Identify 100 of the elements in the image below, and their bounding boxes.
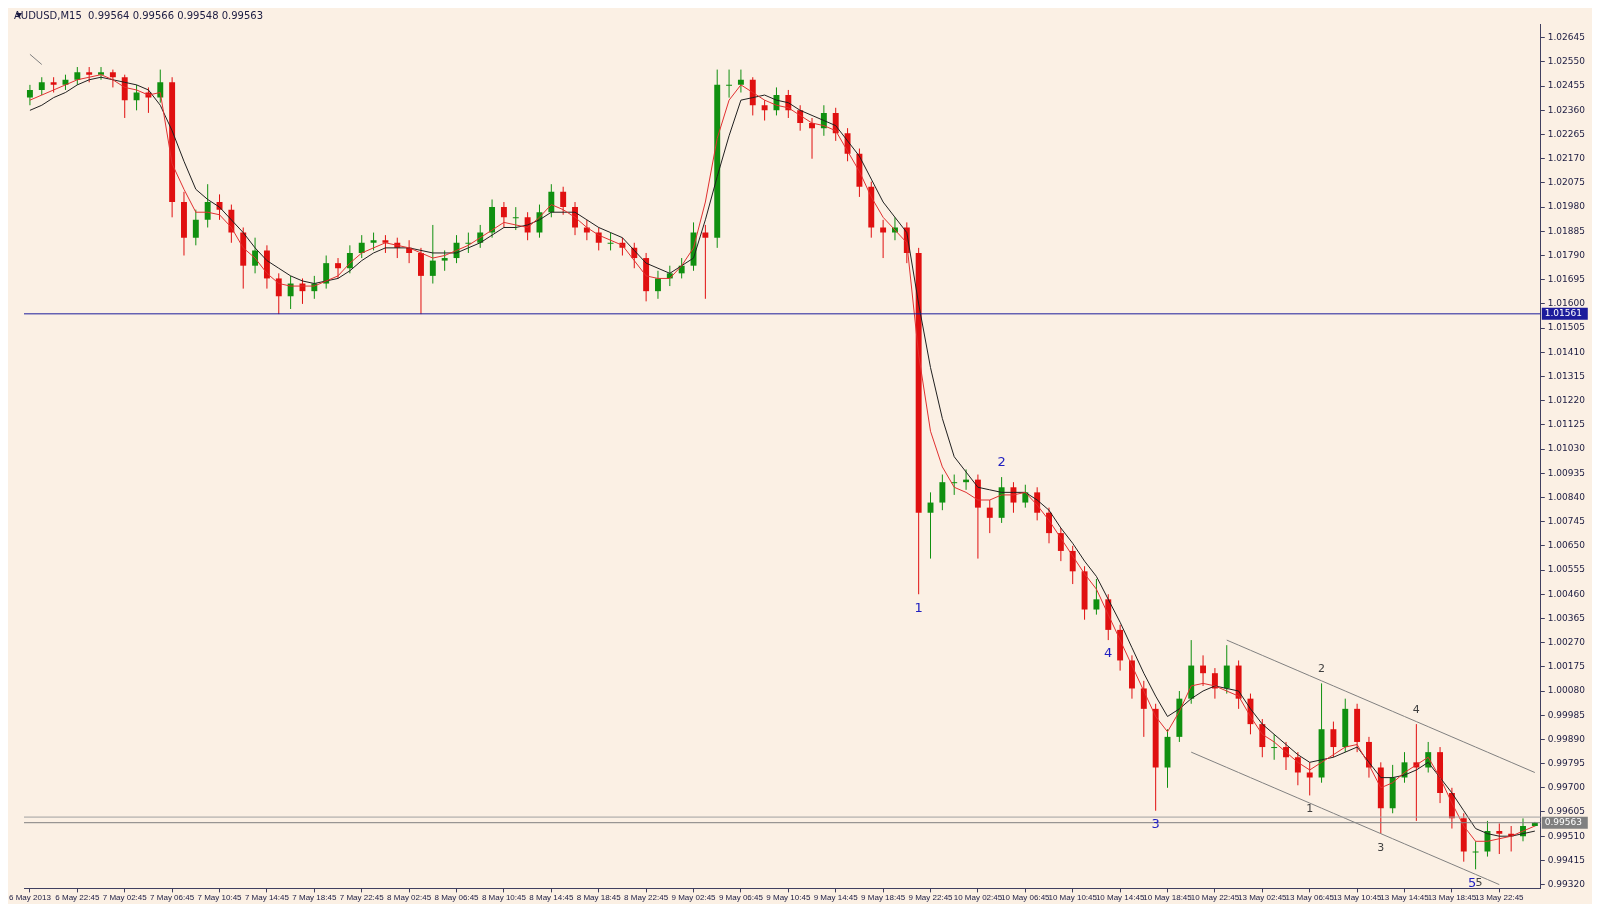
annotation: 5	[1475, 876, 1483, 890]
y-tick-label: 1.02550	[1547, 56, 1586, 67]
y-tick-label: 1.00365	[1547, 612, 1585, 623]
x-tick-label: 8 May 22:45	[624, 893, 669, 903]
y-tick-label: 1.00555	[1547, 564, 1585, 575]
y-tick-label: 0.99795	[1547, 757, 1585, 768]
candlestick	[655, 270, 661, 300]
y-tick-label: 0.99510	[1547, 830, 1586, 841]
annotation: 4	[1412, 702, 1420, 716]
y-tick-label: 1.00650	[1547, 540, 1586, 551]
x-tick-label: 7 May 06:45	[150, 893, 195, 903]
y-tick-label: 1.01505	[1547, 322, 1585, 333]
candlestick	[726, 69, 733, 99]
candlestick	[1057, 527, 1064, 562]
y-tick-label: 1.01125	[1547, 419, 1585, 430]
x-tick-label: 10 May 18:45	[1143, 893, 1193, 903]
candlestick	[1306, 761, 1313, 796]
annotation: 5	[1467, 874, 1477, 890]
y-tick-label: 1.02265	[1547, 128, 1585, 139]
y-tick-label: 0.99605	[1547, 806, 1585, 817]
annotation: 1	[1306, 802, 1314, 816]
y-tick-label: 1.01410	[1547, 346, 1586, 357]
x-tick-label: 13 May 06:45	[1285, 893, 1335, 903]
candlestick	[429, 224, 436, 285]
x-tick-label: 7 May 10:45	[197, 893, 243, 903]
y-tick-label: 1.01695	[1547, 274, 1585, 285]
annotation: 3	[1151, 816, 1160, 832]
x-tick-label: 8 May 10:45	[481, 893, 527, 903]
candlestick	[1496, 822, 1503, 855]
y-tick-label: 1.01315	[1547, 370, 1585, 381]
candlestick	[26, 84, 33, 106]
y-tick-label: 1.01030	[1547, 443, 1586, 454]
annotation: 2	[997, 454, 1006, 470]
x-tick-label: 9 May 06:45	[718, 893, 764, 903]
y-tick-label: 1.00460	[1547, 588, 1586, 599]
candlestick	[1271, 733, 1278, 761]
candlestick	[109, 69, 116, 88]
y-tick-label: 1.02455	[1547, 80, 1585, 91]
y-tick-label: 1.00745	[1547, 516, 1585, 526]
candlestick	[98, 66, 104, 81]
annotation: 2	[1318, 662, 1326, 676]
y-tick-label: 0.99700	[1547, 782, 1586, 793]
candlestick	[500, 201, 507, 228]
candlestick	[939, 474, 946, 511]
x-tick-label: 9 May 22:45	[908, 893, 954, 903]
candlestick	[1140, 680, 1147, 738]
y-tick-label: 1.00935	[1547, 467, 1585, 478]
candlestick	[323, 255, 330, 290]
candlestick	[986, 499, 993, 534]
candlestick	[358, 234, 365, 259]
candlestick	[1330, 721, 1337, 758]
x-tick-label: 6 May 2013	[9, 893, 52, 903]
y-tick-label: 1.02170	[1547, 153, 1586, 164]
y-tick-label: 1.00840	[1547, 491, 1586, 502]
y-tick-label: 1.02360	[1547, 104, 1586, 115]
candlestick	[418, 247, 424, 315]
x-tick-label: 8 May 02:45	[387, 893, 432, 903]
candlestick	[1200, 654, 1207, 687]
y-tick-label: 1.02075	[1547, 177, 1585, 188]
candlestick	[702, 224, 709, 300]
candlestick	[1223, 644, 1230, 695]
x-tick-label: 8 May 06:45	[434, 893, 480, 903]
annotation: 4	[1104, 645, 1113, 661]
y-tick-label: 1.00080	[1547, 685, 1586, 696]
y-tick-label: 0.99415	[1547, 854, 1585, 865]
y-tick-label: 1.02645	[1547, 32, 1585, 43]
ref-line-label: 0.99563	[1544, 817, 1582, 828]
x-tick-label: 6 May 22:45	[55, 893, 100, 903]
y-tick-label: 1.00270	[1547, 636, 1586, 647]
y-tick-label: 1.01220	[1547, 395, 1586, 406]
candlestick	[761, 99, 768, 122]
x-tick-label: 10 May 10:45	[1048, 893, 1098, 903]
candlestick	[275, 272, 282, 315]
x-tick-label: 9 May 02:45	[671, 893, 717, 903]
candlestick	[441, 249, 448, 272]
y-tick-label: 1.00175	[1547, 661, 1585, 672]
x-tick-label: 13 May 22:45	[1475, 893, 1525, 903]
annotation: 1	[914, 599, 923, 615]
x-tick-label: 7 May 14:45	[244, 893, 290, 903]
x-tick-label: 9 May 18:45	[861, 893, 906, 903]
y-tick-label: 0.99985	[1547, 709, 1585, 720]
candlestick	[335, 257, 341, 279]
candlestick	[157, 69, 164, 104]
y-tick-label: 1.01600	[1547, 298, 1586, 309]
candlestick	[1294, 751, 1301, 786]
x-tick-label: 8 May 18:45	[576, 893, 622, 903]
candlestick	[252, 237, 259, 274]
candlestick	[1472, 840, 1479, 870]
candlestick	[583, 219, 590, 241]
x-tick-label: 9 May 10:45	[766, 893, 811, 903]
x-tick-label: 10 May 02:45	[953, 893, 1003, 903]
x-tick-label: 7 May 18:45	[292, 893, 337, 903]
candlestick	[512, 206, 519, 231]
candlestick	[880, 219, 887, 259]
y-tick-label: 1.01885	[1547, 225, 1585, 236]
candlestick	[1093, 578, 1100, 616]
annotation: 3	[1377, 840, 1385, 854]
chart-title: AUDUSD,M15 0.99564 0.99566 0.99548 0.99563	[14, 9, 264, 21]
x-tick-label: 9 May 14:45	[813, 893, 859, 903]
y-tick-label: 1.01980	[1547, 201, 1586, 212]
